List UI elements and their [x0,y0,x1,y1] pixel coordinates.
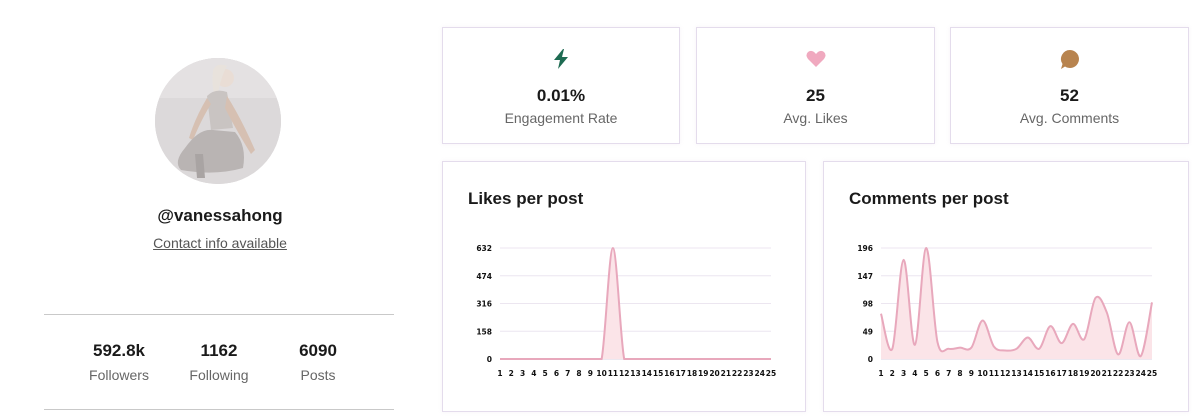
x-tick-label: 8 [576,369,581,378]
series-line [880,246,1153,358]
divider [44,409,394,410]
avg-comments-card: 52 Avg. Comments [950,27,1189,144]
lightning-icon [554,49,568,69]
series-area [881,247,1152,359]
x-tick-label: 18 [1068,369,1078,378]
x-tick-label: 5 [543,369,548,378]
x-tick-label: 9 [969,369,974,378]
x-tick-label: 4 [531,369,536,378]
y-tick-label: 49 [863,327,873,336]
avatar[interactable] [155,58,281,184]
posts-stat: 6090 Posts [268,341,368,383]
posts-count: 6090 [299,341,337,360]
x-tick-label: 15 [653,369,663,378]
x-tick-label: 16 [1045,369,1055,378]
x-tick-label: 9 [588,369,593,378]
avg-likes-card: 25 Avg. Likes [696,27,935,144]
engagement-rate-value: 0.01% [536,86,586,105]
avatar-photo [155,58,281,184]
divider [44,314,394,315]
x-tick-label: 3 [901,369,906,378]
x-tick-label: 1 [497,369,502,378]
y-tick-label: 474 [476,272,492,281]
x-tick-label: 6 [935,369,940,378]
y-tick-label: 196 [857,244,873,253]
y-tick-label: 147 [857,272,873,281]
x-tick-label: 4 [912,369,917,378]
x-tick-label: 8 [957,369,962,378]
comments-per-post-card: 0 49 98 147 196 1 2 3 4 5 6 7 8 9 10 11 12 13 14 15 16 17 18 19… [823,161,1189,412]
x-tick-label: 2 [890,369,895,378]
likes-per-post-card: 0 158 316 474 632 1 2 3 4 5 6 7 8 9 10 11 12 13 14 15 16 17 18… [442,161,806,412]
following-count: 1162 [200,341,238,360]
engagement-rate-label: Engagement Rate [504,110,618,126]
x-tick-label: 11 [989,369,999,378]
x-tick-label: 24 [1135,369,1145,378]
followers-stat: 592.8k Followers [69,341,169,383]
profile-panel: @vanessahong Contact info available 592.… [0,0,440,420]
x-tick-label: 5 [924,369,929,378]
following-label: Following [189,367,249,383]
x-tick-label: 23 [743,369,753,378]
contact-info-link[interactable]: Contact info available [153,235,287,251]
followers-label: Followers [89,367,149,383]
x-tick-label: 23 [1124,369,1134,378]
x-tick-label: 18 [687,369,697,378]
speech-bubble-icon [1060,49,1079,69]
x-tick-label: 10 [596,369,606,378]
avg-likes-value: 25 [806,86,825,105]
x-tick-label: 20 [1090,369,1100,378]
chart-title: Likes per post [468,189,584,208]
x-tick-label: 25 [766,369,776,378]
y-tick-label: 158 [476,327,492,336]
x-tick-label: 14 [642,369,652,378]
x-tick-label: 12 [1000,369,1010,378]
chart-title: Comments per post [849,189,1009,208]
y-tick-label: 0 [868,355,873,364]
avg-comments-label: Avg. Comments [1019,110,1120,126]
x-tick-label: 19 [698,369,708,378]
x-tick-label: 3 [520,369,525,378]
x-tick-label: 7 [946,369,951,378]
x-tick-label: 15 [1034,369,1044,378]
heart-icon [806,50,825,67]
posts-label: Posts [300,367,336,383]
x-tick-label: 14 [1023,369,1033,378]
x-tick-label: 17 [1056,369,1066,378]
x-tick-label: 13 [1011,369,1021,378]
x-tick-label: 22 [732,369,742,378]
avg-comments-value: 52 [1060,86,1079,105]
x-tick-label: 17 [675,369,685,378]
x-tick-label: 21 [721,369,731,378]
x-tick-label: 12 [619,369,629,378]
y-tick-label: 632 [476,244,492,253]
x-tick-label: 2 [509,369,514,378]
x-tick-label: 16 [664,369,674,378]
x-tick-label: 1 [878,369,883,378]
x-tick-label: 24 [754,369,764,378]
x-tick-label: 20 [709,369,719,378]
x-tick-label: 6 [554,369,559,378]
x-tick-label: 19 [1079,369,1089,378]
y-tick-label: 0 [487,355,492,364]
series-line [500,246,771,360]
x-tick-label: 10 [977,369,987,378]
x-tick-label: 11 [608,369,618,378]
y-tick-label: 316 [476,300,492,309]
avg-likes-label: Avg. Likes [783,110,848,126]
x-tick-label: 21 [1102,369,1112,378]
x-tick-label: 22 [1113,369,1123,378]
followers-count: 592.8k [93,341,145,360]
x-tick-label: 7 [565,369,570,378]
profile-handle: @vanessahong [157,206,283,225]
following-stat: 1162 Following [169,341,269,383]
x-tick-label: 13 [630,369,640,378]
x-tick-label: 25 [1147,369,1157,378]
engagement-rate-card: 0.01% Engagement Rate [442,27,680,144]
y-tick-label: 98 [863,300,873,309]
